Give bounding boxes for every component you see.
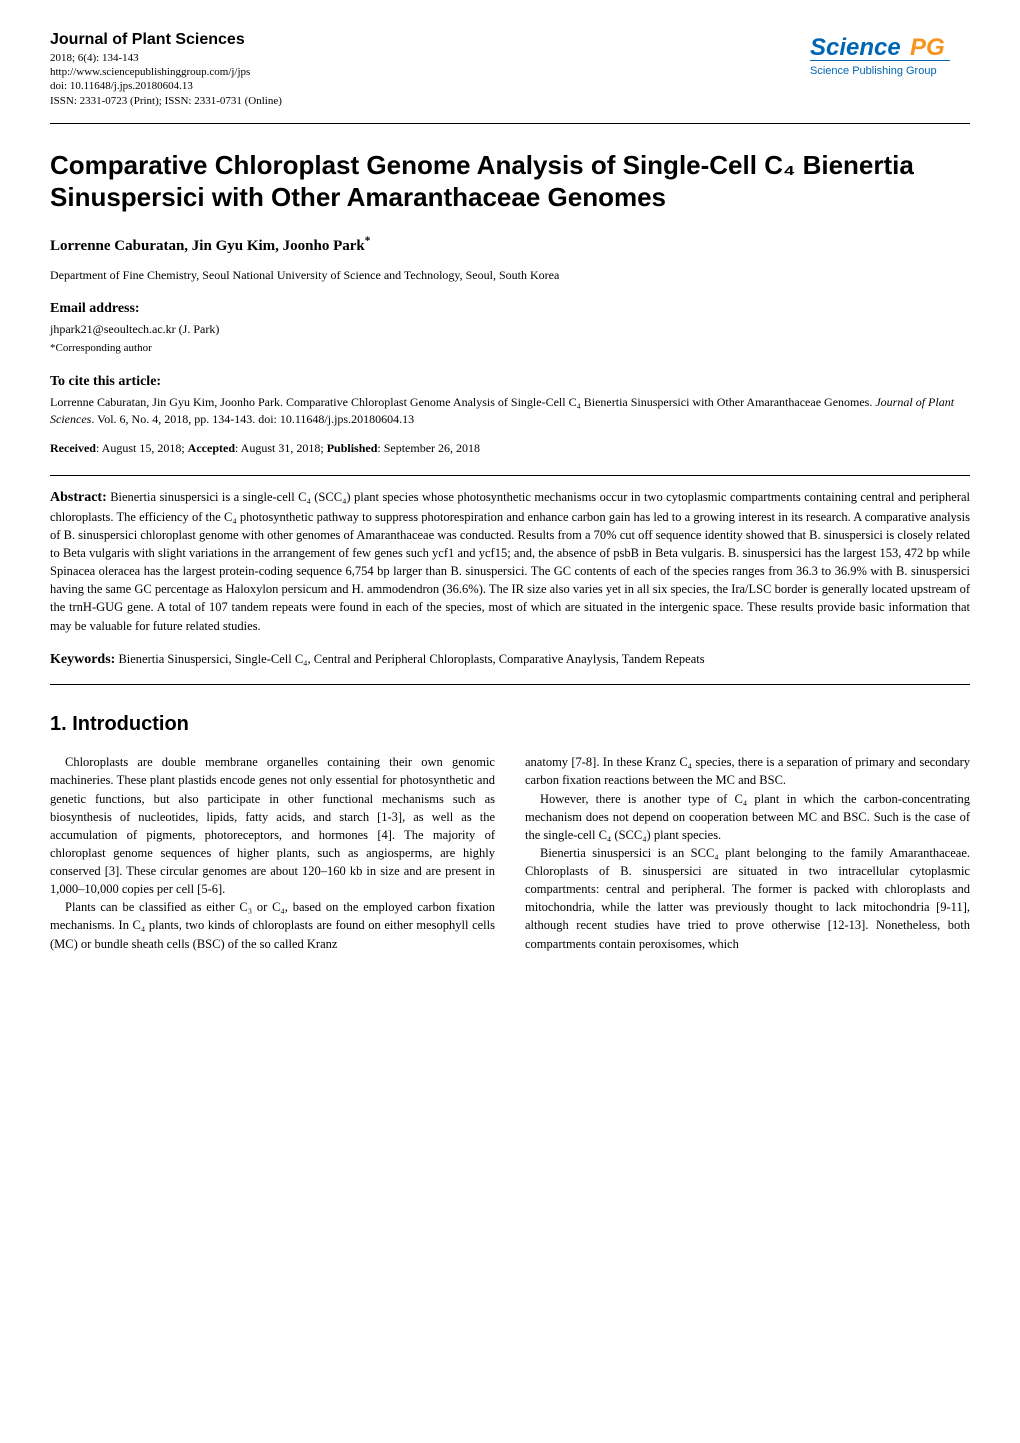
- citation-block: Lorrenne Caburatan, Jin Gyu Kim, Joonho …: [50, 394, 970, 428]
- journal-info-block: Journal of Plant Sciences 2018; 6(4): 13…: [50, 30, 282, 108]
- received-label: Received: [50, 441, 96, 455]
- keywords-block: Keywords: Bienertia Sinuspersici, Single…: [50, 650, 970, 670]
- intro-left-p2: Plants can be classified as either C₃ or…: [50, 898, 495, 952]
- page-header: Journal of Plant Sciences 2018; 6(4): 13…: [50, 30, 970, 124]
- accepted-label: Accepted: [188, 441, 235, 455]
- right-column: anatomy [7-8]. In these Kranz C₄ species…: [525, 753, 970, 952]
- received-date: : August 15, 2018;: [96, 441, 188, 455]
- article-title: Comparative Chloroplast Genome Analysis …: [50, 149, 970, 214]
- left-column: Chloroplasts are double membrane organel…: [50, 753, 495, 952]
- keywords-label: Keywords:: [50, 652, 115, 667]
- sciencepg-logo-icon: Science PG Science Publishing Group: [810, 30, 970, 80]
- keywords-text: Bienertia Sinuspersici, Single-Cell C₄, …: [115, 652, 704, 666]
- accepted-date: : August 31, 2018;: [235, 441, 327, 455]
- divider-bottom: [50, 684, 970, 685]
- two-column-layout: Chloroplasts are double membrane organel…: [50, 753, 970, 952]
- intro-heading: 1. Introduction: [50, 710, 970, 738]
- svg-text:Science Publishing Group: Science Publishing Group: [810, 65, 937, 77]
- published-label: Published: [327, 441, 378, 455]
- cite-label: To cite this article:: [50, 372, 970, 392]
- email-value: jhpark21@seoultech.ac.kr (J. Park): [50, 321, 970, 338]
- publisher-logo: Science PG Science Publishing Group: [810, 30, 970, 87]
- citation-rest: . Vol. 6, No. 4, 2018, pp. 134-143. doi:…: [91, 412, 414, 426]
- svg-text:Science: Science: [810, 34, 901, 61]
- journal-issn: ISSN: 2331-0723 (Print); ISSN: 2331-0731…: [50, 94, 282, 108]
- journal-doi: doi: 10.11648/j.jps.20180604.13: [50, 79, 282, 93]
- journal-name: Journal of Plant Sciences: [50, 30, 282, 51]
- divider-top: [50, 475, 970, 476]
- authors-text: Lorrenne Caburatan, Jin Gyu Kim, Joonho …: [50, 238, 365, 254]
- intro-right-p3: Bienertia sinuspersici is an SCC₄ plant …: [525, 844, 970, 953]
- journal-url: http://www.sciencepublishinggroup.com/j/…: [50, 65, 282, 79]
- intro-right-p1: anatomy [7-8]. In these Kranz C₄ species…: [525, 753, 970, 789]
- authors-line: Lorrenne Caburatan, Jin Gyu Kim, Joonho …: [50, 234, 970, 257]
- abstract-text: Bienertia sinuspersici is a single-cell …: [50, 490, 970, 633]
- intro-right-p2: However, there is another type of C₄ pla…: [525, 790, 970, 844]
- dates-line: Received: August 15, 2018; Accepted: Aug…: [50, 440, 970, 457]
- citation-authors: Lorrenne Caburatan, Jin Gyu Kim, Joonho …: [50, 395, 872, 409]
- journal-year-vol: 2018; 6(4): 134-143: [50, 51, 282, 65]
- author-superscript: *: [365, 235, 371, 247]
- published-date: : September 26, 2018: [377, 441, 480, 455]
- intro-left-p1: Chloroplasts are double membrane organel…: [50, 753, 495, 898]
- abstract-block: Abstract: Bienertia sinuspersici is a si…: [50, 488, 970, 635]
- affiliation: Department of Fine Chemistry, Seoul Nati…: [50, 267, 970, 284]
- svg-text:PG: PG: [910, 34, 945, 61]
- email-label: Email address:: [50, 299, 970, 319]
- corresponding-author-note: *Corresponding author: [50, 341, 970, 356]
- abstract-label: Abstract:: [50, 490, 107, 505]
